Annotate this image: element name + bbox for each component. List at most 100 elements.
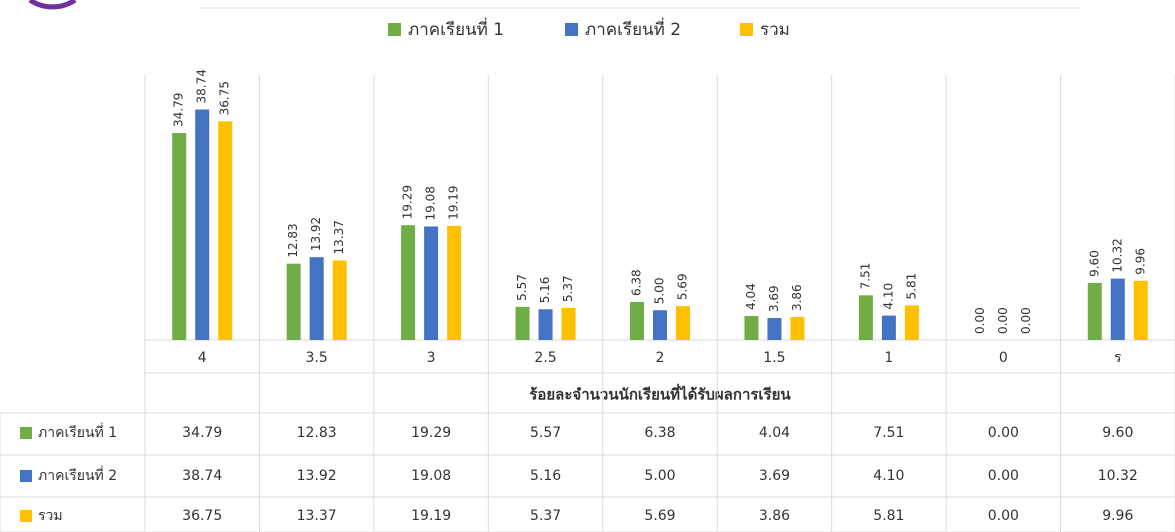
table-cell: 38.74 <box>182 468 222 484</box>
data-label: 36.75 <box>218 81 232 115</box>
data-label: 10.32 <box>1110 238 1124 272</box>
table-cell: 0.00 <box>988 508 1019 524</box>
table-cell: 5.69 <box>644 508 675 524</box>
x-tick-label: 3 <box>427 350 436 366</box>
bar <box>424 226 439 340</box>
data-label: 9.96 <box>1133 248 1147 275</box>
bar <box>1133 280 1148 340</box>
data-label: 3.86 <box>790 284 804 311</box>
data-label: 5.69 <box>676 273 690 300</box>
table-cell: 5.81 <box>873 508 904 524</box>
data-label: 5.37 <box>561 275 575 302</box>
bar <box>538 309 553 340</box>
data-label: 19.29 <box>401 185 415 219</box>
table-cell: 19.08 <box>411 468 451 484</box>
bar <box>401 225 416 340</box>
data-label: 5.81 <box>904 273 918 300</box>
table-cell: 4.10 <box>873 468 904 484</box>
data-label: 19.08 <box>424 186 438 220</box>
bar <box>447 225 462 340</box>
table-legend-swatch <box>20 510 32 522</box>
table-cell: 9.60 <box>1102 425 1133 441</box>
table-cell: 6.38 <box>644 425 675 441</box>
data-label: 12.83 <box>286 223 300 257</box>
x-tick-label: 2 <box>656 350 665 366</box>
table-cell: 19.29 <box>411 425 451 441</box>
data-label: 5.57 <box>515 274 529 301</box>
x-tick-label: 0 <box>999 350 1008 366</box>
logo-fragment <box>28 0 77 10</box>
table-cell: 4.04 <box>759 425 790 441</box>
table-cell: 5.16 <box>530 468 561 484</box>
table-cell: 9.96 <box>1102 508 1133 524</box>
table-cell: 0.00 <box>988 425 1019 441</box>
legend-swatch <box>740 23 753 36</box>
bar <box>218 121 233 341</box>
legend-label: รวม <box>760 20 790 40</box>
bar <box>881 315 896 340</box>
legend-label: ภาคเรียนที่ 2 <box>585 17 681 40</box>
data-label: 38.74 <box>195 69 209 103</box>
data-label: 13.37 <box>332 220 346 254</box>
table-cell: 3.86 <box>759 508 790 524</box>
x-tick-label: 1 <box>884 350 893 366</box>
data-label: 0.00 <box>973 307 987 334</box>
data-label: 13.92 <box>309 217 323 251</box>
table-cell: 10.32 <box>1098 468 1138 484</box>
x-tick-label: 2.5 <box>534 350 556 366</box>
x-tick-label: 1.5 <box>763 350 785 366</box>
data-label: 19.19 <box>447 185 461 219</box>
table-row-label: ภาคเรียนที่ 1 <box>38 423 117 441</box>
bar <box>676 306 690 340</box>
legend-label: ภาคเรียนที่ 1 <box>408 17 504 40</box>
data-label: 0.00 <box>996 307 1010 334</box>
data-label: 5.00 <box>653 278 667 305</box>
table-cell: 3.69 <box>759 468 790 484</box>
bar <box>904 305 919 340</box>
bar <box>790 317 805 340</box>
bar <box>172 132 187 340</box>
data-label: 3.69 <box>767 285 781 312</box>
table-cell: 0.00 <box>988 468 1019 484</box>
bar <box>195 109 210 340</box>
table-row-label: ภาคเรียนที่ 2 <box>38 466 117 484</box>
bar <box>1110 278 1125 340</box>
legend-swatch <box>388 23 401 36</box>
data-label: 0.00 <box>1019 307 1033 334</box>
bar <box>653 310 667 340</box>
data-label: 6.38 <box>630 269 644 296</box>
table-cell: 5.00 <box>644 468 675 484</box>
data-label: 9.60 <box>1087 250 1101 277</box>
table-cell: 5.37 <box>530 508 561 524</box>
table-cell: 19.19 <box>411 508 451 524</box>
table-row-label: รวม <box>38 508 63 524</box>
table-cell: 12.83 <box>297 425 337 441</box>
table-legend-swatch <box>20 470 32 482</box>
table-cell: 13.92 <box>297 468 337 484</box>
table-legend-swatch <box>20 427 32 439</box>
bar <box>1087 282 1102 340</box>
x-tick-label: 3.5 <box>306 350 328 366</box>
bar <box>286 263 301 340</box>
bar <box>744 315 759 340</box>
table-cell: 13.37 <box>297 508 337 524</box>
data-label: 34.79 <box>172 93 186 127</box>
bar <box>309 257 324 340</box>
table-cell: 5.57 <box>530 425 561 441</box>
bar <box>767 318 782 340</box>
legend-swatch <box>565 23 578 36</box>
data-label: 7.51 <box>858 263 872 290</box>
bar <box>515 306 530 340</box>
bar <box>858 295 873 340</box>
x-axis-title: ร้อยละจำนวนนักเรียนที่ได้รับผลการเรียน <box>529 384 791 404</box>
bar <box>630 302 644 340</box>
x-tick-label: ร <box>1114 350 1122 366</box>
table-cell: 7.51 <box>873 425 904 441</box>
data-label: 4.04 <box>744 283 758 310</box>
table-cell: 36.75 <box>182 508 222 524</box>
data-label: 4.10 <box>881 283 895 310</box>
table-cell: 34.79 <box>182 425 222 441</box>
x-tick-label: 4 <box>198 350 207 366</box>
data-label: 5.16 <box>538 277 552 304</box>
